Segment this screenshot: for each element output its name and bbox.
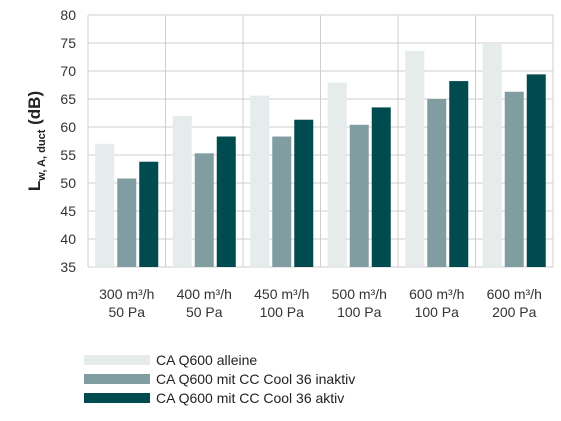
y-tick-label: 35 (60, 259, 76, 275)
bar-3-3 (294, 119, 314, 267)
x-category-label: 200 Pa (492, 304, 537, 320)
bar-1-6 (482, 43, 502, 267)
x-category-label: 50 Pa (108, 304, 145, 320)
x-category-label: 100 Pa (415, 304, 460, 320)
x-category-label: 300 m³/h (99, 286, 154, 302)
bar-1-1 (95, 143, 115, 267)
y-axis-label: Lw, A, duct (dB) (25, 91, 48, 191)
y-tick-label: 70 (60, 63, 76, 79)
bar-2-6 (504, 91, 524, 267)
x-category-label: 500 m³/h (332, 286, 387, 302)
x-category-label: 100 Pa (337, 304, 382, 320)
x-category-label: 50 Pa (186, 304, 223, 320)
legend-swatch-2 (84, 374, 150, 384)
y-tick-label: 45 (60, 203, 76, 219)
y-tick-label: 65 (60, 91, 76, 107)
bar-1-5 (405, 50, 425, 268)
y-tick-label: 55 (60, 147, 76, 163)
bar-3-1 (139, 161, 159, 267)
x-category-label: 600 m³/h (409, 286, 464, 302)
bar-2-3 (272, 136, 292, 267)
y-tick-label: 80 (60, 7, 76, 23)
x-category-label: 400 m³/h (177, 286, 232, 302)
x-category-label: 600 m³/h (487, 286, 542, 302)
bar-3-6 (526, 74, 546, 267)
y-tick-label: 75 (60, 35, 76, 51)
bar-3-2 (216, 136, 236, 267)
bar-3-4 (371, 107, 391, 268)
bar-1-3 (250, 95, 270, 267)
bar-2-2 (194, 153, 214, 267)
bar-2-4 (349, 124, 369, 267)
legend-swatch-1 (84, 355, 150, 365)
y-axis-label-unit: (dB) (25, 91, 44, 130)
y-tick-label: 50 (60, 175, 76, 191)
bar-3-5 (449, 81, 469, 267)
bar-1-4 (327, 82, 347, 267)
y-tick-label: 60 (60, 119, 76, 135)
x-category-label: 100 Pa (260, 304, 305, 320)
bar-2-5 (427, 99, 447, 267)
x-category-label: 450 m³/h (254, 286, 309, 302)
y-tick-label: 40 (60, 231, 76, 247)
legend-label-3: CA Q600 mit CC Cool 36 aktiv (156, 390, 344, 406)
legend-label-1: CA Q600 alleine (156, 352, 257, 368)
legend-swatch-3 (84, 393, 150, 403)
bar-2-1 (117, 178, 137, 267)
legend-label-2: CA Q600 mit CC Cool 36 inaktiv (156, 371, 355, 387)
y-axis-label-subscript: w, A, duct (36, 129, 48, 181)
bar-1-2 (172, 115, 192, 267)
y-axis-label-main: L (25, 181, 44, 191)
